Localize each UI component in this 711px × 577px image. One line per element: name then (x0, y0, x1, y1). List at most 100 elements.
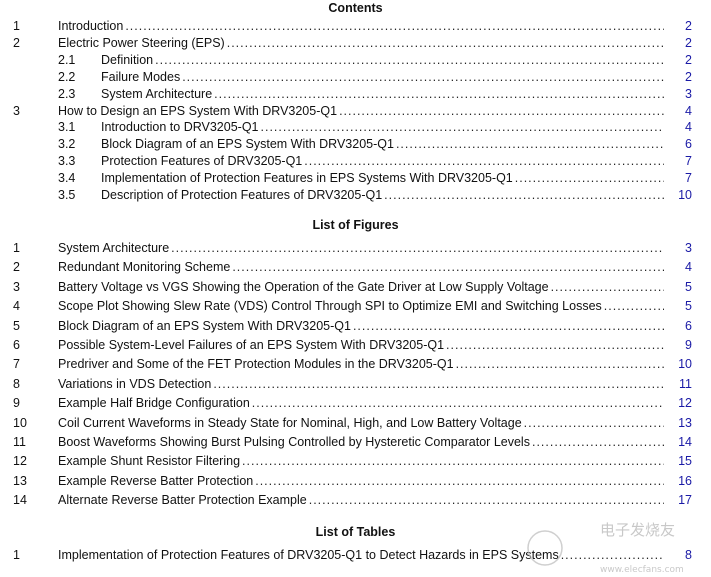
contents-entry[interactable]: 2.3 System Architecture..................… (0, 86, 711, 102)
entry-page-number[interactable]: 3 (685, 241, 692, 255)
entry-title: Definition (101, 52, 154, 67)
contents-entry[interactable]: 3.5 Description of Protection Features of… (0, 187, 711, 203)
tables-entry[interactable]: 1 Implementation of Protection Features o… (0, 547, 711, 563)
contents-entry[interactable]: 2.1 Definition...........................… (0, 52, 711, 68)
figures-entry[interactable]: 13 Example Reverse Batter Protection.....… (0, 473, 711, 489)
entry-page-number[interactable]: 7 (685, 154, 692, 169)
entry-page-number[interactable]: 13 (678, 415, 692, 430)
dot-leader: ........................................… (531, 435, 664, 449)
figures-entry[interactable]: 12 Example Shunt Resistor Filtering......… (0, 453, 711, 469)
entry-title: Possible System-Level Failures of an EPS… (58, 338, 445, 352)
entry-link[interactable]: Coil Current Waveforms in Steady State f… (58, 415, 692, 431)
entry-page-number[interactable]: 17 (678, 493, 692, 508)
entry-link[interactable]: Implementation of Protection Features of… (58, 547, 692, 563)
contents-entry[interactable]: 3.4 Implementation of Protection Features… (0, 170, 711, 186)
entry-page-number[interactable]: 14 (678, 435, 692, 449)
entry-page-number[interactable]: 5 (685, 299, 692, 314)
contents-entry[interactable]: 3.3 Protection Features of DRV3205-Q1....… (0, 153, 711, 169)
entry-link[interactable]: Battery Voltage vs VGS Showing the Opera… (58, 279, 692, 295)
entry-title: Battery Voltage vs VGS Showing the Opera… (58, 279, 549, 294)
contents-entry[interactable]: 1 Introduction...........................… (0, 18, 711, 34)
entry-page-number[interactable]: 2 (685, 69, 692, 84)
dot-leader: ........................................… (395, 137, 664, 152)
entry-link[interactable]: Electric Power Steering (EPS)...........… (58, 35, 692, 51)
entry-link[interactable]: How to Design an EPS System With DRV3205… (58, 103, 692, 119)
entry-page-number[interactable]: 4 (685, 120, 692, 135)
entry-page-number[interactable]: 2 (685, 19, 692, 33)
entry-link[interactable]: Variations in VDS Detection.............… (58, 376, 692, 392)
figures-entry[interactable]: 2 Redundant Monitoring Scheme............… (0, 259, 711, 275)
entry-link[interactable]: Possible System-Level Failures of an EPS… (58, 337, 692, 353)
dot-leader: ........................................… (242, 454, 664, 469)
entry-number: 14 (13, 493, 27, 508)
entry-link[interactable]: Description of Protection Features of DR… (101, 187, 692, 203)
entry-number: 1 (13, 548, 20, 562)
dot-leader: ........................................… (304, 154, 664, 169)
entry-number: 1 (13, 19, 20, 33)
figures-entry[interactable]: 5 Block Diagram of an EPS System With DRV… (0, 318, 711, 334)
entry-link[interactable]: Scope Plot Showing Slew Rate (VDS) Contr… (58, 298, 692, 314)
entry-page-number[interactable]: 4 (685, 260, 692, 275)
entry-link[interactable]: Redundant Monitoring Scheme.............… (58, 259, 692, 275)
entry-link[interactable]: Boost Waveforms Showing Burst Pulsing Co… (58, 434, 692, 450)
entry-page-number[interactable]: 7 (685, 171, 692, 186)
dot-leader: ........................................… (251, 396, 664, 411)
entry-link[interactable]: Introduction............................… (58, 18, 692, 34)
entry-page-number[interactable]: 15 (678, 454, 692, 469)
figures-entry[interactable]: 11 Boost Waveforms Showing Burst Pulsing … (0, 434, 711, 450)
figures-entry[interactable]: 4 Scope Plot Showing Slew Rate (VDS) Cont… (0, 298, 711, 314)
entry-page-number[interactable]: 8 (685, 548, 692, 562)
entry-link[interactable]: Predriver and Some of the FET Protection… (58, 356, 692, 372)
entry-title: Predriver and Some of the FET Protection… (58, 357, 454, 372)
entry-link[interactable]: Alternate Reverse Batter Protection Exam… (58, 492, 692, 508)
figures-entry[interactable]: 3 Battery Voltage vs VGS Showing the Oper… (0, 279, 711, 295)
contents-entry[interactable]: 3.2 Block Diagram of an EPS System With D… (0, 136, 711, 152)
entry-title: Example Shunt Resistor Filtering (58, 454, 241, 469)
entry-link[interactable]: Failure Modes...........................… (101, 69, 692, 85)
figures-entry[interactable]: 9 Example Half Bridge Configuration......… (0, 395, 711, 411)
entry-page-number[interactable]: 5 (685, 279, 692, 294)
dot-leader: ........................................… (603, 299, 664, 314)
contents-entry[interactable]: 3 How to Design an EPS System With DRV320… (0, 103, 711, 119)
entry-page-number[interactable]: 2 (685, 35, 692, 50)
entry-number: 6 (13, 338, 20, 352)
figures-entry[interactable]: 1 System Architecture....................… (0, 240, 711, 256)
entry-page-number[interactable]: 2 (685, 52, 692, 67)
entry-page-number[interactable]: 12 (678, 396, 692, 411)
entry-link[interactable]: Introduction to DRV3205-Q1..............… (101, 119, 692, 135)
entry-link[interactable]: Definition..............................… (101, 52, 692, 68)
entry-link[interactable]: Example Reverse Batter Protection.......… (58, 473, 692, 489)
contents-entry[interactable]: 2.2 Failure Modes........................… (0, 69, 711, 85)
contents-entry[interactable]: 3.1 Introduction to DRV3205-Q1...........… (0, 119, 711, 135)
entry-title: Implementation of Protection Features of… (58, 548, 559, 562)
entry-link[interactable]: Protection Features of DRV3205-Q1.......… (101, 153, 692, 169)
entry-link[interactable]: System Architecture.....................… (58, 240, 692, 256)
entry-page-number[interactable]: 16 (678, 473, 692, 488)
entry-link[interactable]: Example Half Bridge Configuration.......… (58, 395, 692, 411)
entry-page-number[interactable]: 10 (678, 357, 692, 372)
entry-page-number[interactable]: 3 (685, 86, 692, 101)
figures-entry[interactable]: 10 Coil Current Waveforms in Steady State… (0, 415, 711, 431)
entry-number: 7 (13, 357, 20, 372)
figures-entry[interactable]: 7 Predriver and Some of the FET Protectio… (0, 356, 711, 372)
entry-number: 3.3 (58, 154, 76, 169)
entry-link[interactable]: Block Diagram of an EPS System With DRV3… (58, 318, 692, 334)
entry-page-number[interactable]: 11 (679, 376, 692, 391)
entry-link[interactable]: Example Shunt Resistor Filtering........… (58, 453, 692, 469)
figures-entry[interactable]: 8 Variations in VDS Detection............… (0, 376, 711, 392)
entry-page-number[interactable]: 4 (685, 103, 692, 118)
entry-page-number[interactable]: 9 (685, 338, 692, 352)
entry-link[interactable]: System Architecture.....................… (101, 86, 692, 102)
entry-link[interactable]: Block Diagram of an EPS System With DRV3… (101, 136, 692, 152)
entry-link[interactable]: Implementation of Protection Features in… (101, 170, 692, 186)
dot-leader: ........................................… (232, 260, 664, 275)
contents-entry[interactable]: 2 Electric Power Steering (EPS)..........… (0, 35, 711, 51)
entry-page-number[interactable]: 10 (678, 188, 692, 202)
entry-page-number[interactable]: 6 (685, 137, 692, 152)
dot-leader: ........................................… (214, 86, 664, 101)
figures-entry[interactable]: 6 Possible System-Level Failures of an EP… (0, 337, 711, 353)
entry-title: Block Diagram of an EPS System With DRV3… (101, 137, 394, 152)
entry-page-number[interactable]: 6 (685, 318, 692, 333)
figures-entry[interactable]: 14 Alternate Reverse Batter Protection Ex… (0, 492, 711, 508)
entry-title: Scope Plot Showing Slew Rate (VDS) Contr… (58, 299, 602, 314)
